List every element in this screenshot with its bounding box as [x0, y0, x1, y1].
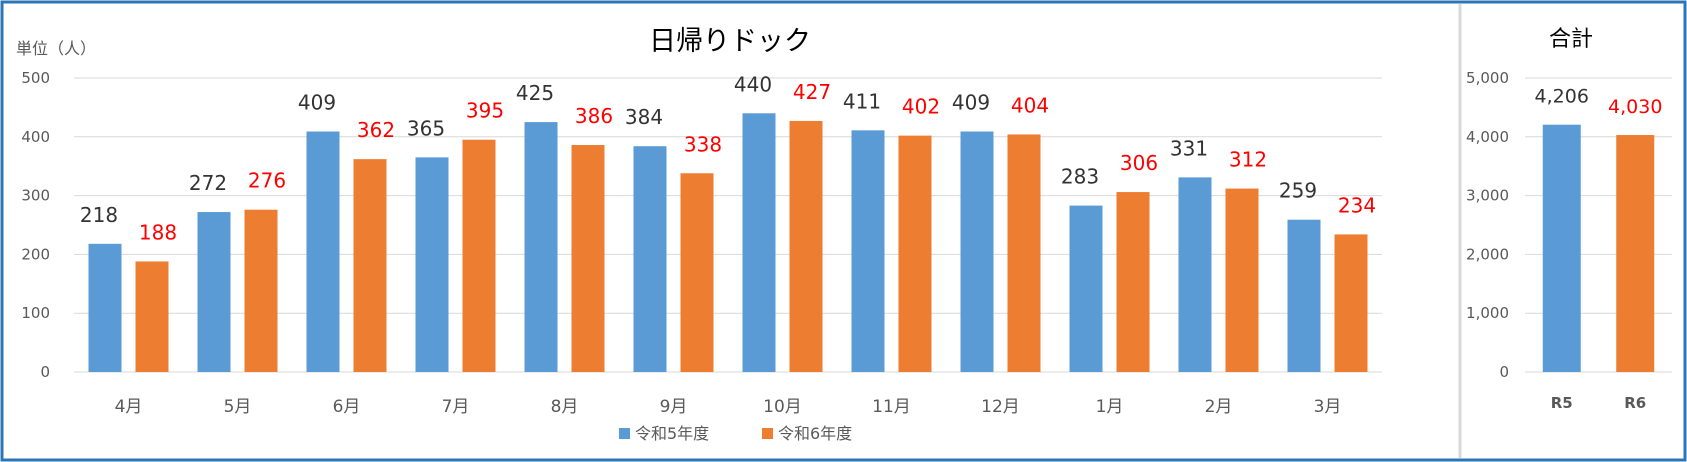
bar-r6-0 [135, 261, 169, 372]
data-label: 404 [1011, 93, 1049, 117]
bar-total-0 [1542, 124, 1581, 373]
data-label: 440 [734, 72, 772, 96]
legend: 令和5年度 令和6年度 [619, 424, 852, 443]
bar-r6-11 [1334, 234, 1368, 372]
x-tick-label: 10月 [763, 397, 802, 417]
y-tick-label: 5,000 [1466, 69, 1509, 87]
x-tick-label: 1月 [1096, 397, 1124, 417]
unit-label: 単位（人） [16, 39, 96, 58]
bar-r6-5 [680, 173, 714, 372]
monthly-bars [88, 113, 1368, 372]
total-x-axis: R5 R6 [1551, 394, 1647, 412]
data-label: 402 [902, 95, 940, 119]
data-label: 338 [684, 132, 722, 156]
data-label: 4,206 [1535, 86, 1589, 108]
bar-r6-7 [898, 135, 932, 372]
data-label: 276 [248, 169, 286, 193]
bar-r5-5 [633, 146, 667, 372]
data-label: 4,030 [1608, 96, 1662, 118]
monthly-gridlines [74, 77, 1382, 373]
x-tick-label: 3月 [1314, 397, 1342, 417]
y-tick-label: 0 [40, 363, 50, 381]
y-tick-label: 400 [21, 128, 50, 146]
bar-r5-6 [742, 113, 776, 372]
legend-swatch-1 [762, 428, 773, 439]
x-tick-label: 12月 [981, 397, 1020, 417]
bar-r6-8 [1007, 134, 1041, 372]
bar-total-1 [1616, 135, 1655, 372]
x-tick-label: 7月 [442, 397, 470, 417]
bar-r6-9 [1116, 192, 1150, 372]
y-tick-label: 200 [21, 245, 50, 263]
data-label: 259 [1279, 179, 1317, 203]
total-y-axis: 0 1,000 2,000 3,000 4,000 5,000 [1466, 69, 1509, 381]
bar-r5-10 [1178, 177, 1212, 372]
total-chart-title: 合計 [1549, 27, 1593, 52]
y-tick-label: 0 [1499, 363, 1509, 381]
legend-swatch-0 [619, 428, 630, 439]
data-label: 409 [298, 91, 336, 115]
data-label: 306 [1120, 151, 1158, 175]
data-label: 362 [357, 118, 395, 142]
bar-r5-1 [197, 212, 231, 372]
data-label: 234 [1338, 193, 1376, 217]
x-tick-label: 2月 [1205, 397, 1233, 417]
y-tick-label: 3,000 [1466, 187, 1509, 205]
x-tick-label: 5月 [224, 397, 252, 417]
monthly-x-axis: 4月 5月 6月 7月 8月 9月 10月 11月 12月 1月 2月 3月 [115, 397, 1342, 417]
data-label: 384 [625, 105, 663, 129]
bar-r6-4 [571, 145, 605, 372]
y-tick-label: 500 [21, 69, 50, 87]
data-label: 365 [407, 116, 445, 140]
data-label: 272 [189, 171, 227, 195]
monthly-chart-title: 日帰りドック [649, 26, 811, 57]
total-data-labels: 4,206 4,030 [1535, 86, 1663, 118]
bar-r5-2 [306, 131, 340, 372]
x-tick-label: 8月 [551, 397, 579, 417]
bar-r6-2 [353, 159, 387, 372]
y-tick-label: 4,000 [1466, 128, 1509, 146]
monthly-data-labels: 218 188 272 276 409 362 365 395 425 386 384 338 440 4… [80, 72, 1376, 244]
bar-r5-3 [415, 157, 449, 372]
y-tick-label: 1,000 [1466, 304, 1509, 322]
x-tick-label: 6月 [333, 397, 361, 417]
data-label: 312 [1229, 148, 1267, 172]
data-label: 331 [1170, 136, 1208, 160]
monthly-y-axis: 0 100 200 300 400 500 [21, 69, 50, 381]
data-label: 409 [952, 91, 990, 115]
bar-r6-10 [1225, 188, 1259, 372]
x-tick-label: 4月 [115, 397, 143, 417]
data-label: 395 [466, 99, 504, 123]
x-tick-label: 11月 [872, 397, 911, 417]
bar-r5-11 [1287, 219, 1321, 372]
y-tick-label: 300 [21, 187, 50, 205]
bar-r5-7 [851, 130, 885, 372]
bar-r5-4 [524, 122, 558, 372]
legend-label-1: 令和6年度 [778, 424, 852, 443]
bar-r5-8 [960, 131, 994, 372]
data-label: 386 [575, 104, 613, 128]
data-label: 411 [843, 89, 881, 113]
y-tick-label: 2,000 [1466, 245, 1509, 263]
x-tick-label: 9月 [660, 397, 688, 417]
x-tick-label: R6 [1624, 394, 1646, 412]
data-label: 427 [793, 80, 831, 104]
bar-r5-0 [88, 243, 122, 372]
data-label: 425 [516, 81, 554, 105]
total-bars [1542, 124, 1655, 373]
bar-r6-3 [462, 139, 496, 372]
bar-r6-1 [244, 209, 278, 372]
total-chart: 合計 0 1,000 2,000 3,000 4,000 5,000 4,206 4,030… [1466, 27, 1672, 412]
data-label: 218 [80, 203, 118, 227]
bar-r5-9 [1069, 205, 1103, 372]
data-label: 283 [1061, 165, 1099, 189]
bar-r6-6 [789, 120, 823, 372]
y-tick-label: 100 [21, 304, 50, 322]
legend-label-0: 令和5年度 [635, 424, 709, 443]
x-tick-label: R5 [1551, 394, 1573, 412]
data-label: 188 [139, 220, 177, 244]
